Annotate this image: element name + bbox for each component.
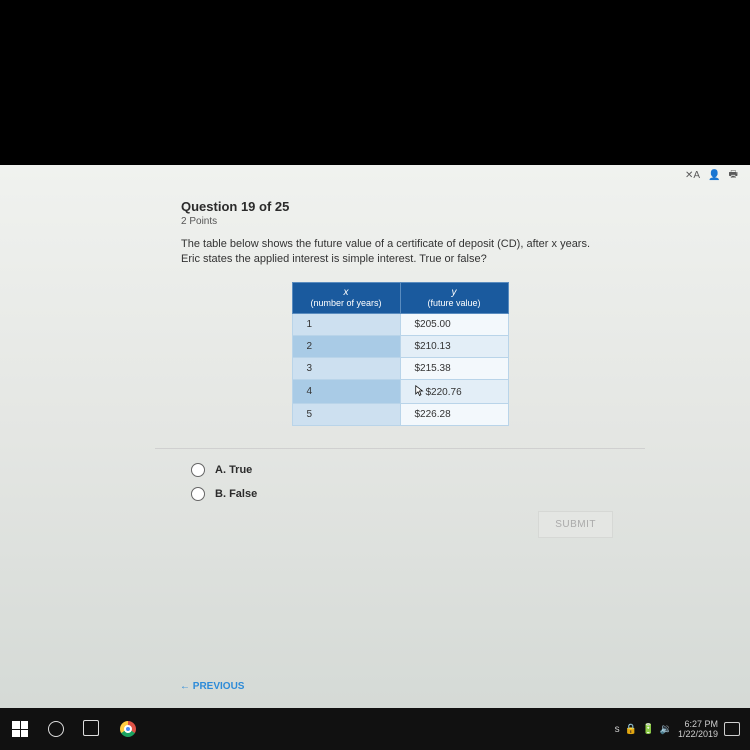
notifications-icon[interactable] (724, 722, 740, 736)
submit-button[interactable]: SUBMIT (538, 511, 613, 538)
question-points: 2 Points (181, 216, 619, 227)
data-table-wrap: x(number of years) y(future value) 1$205… (181, 282, 619, 426)
print-icon[interactable]: 🖶 (729, 167, 738, 184)
cursor-icon (415, 385, 424, 397)
table-cell: $226.28 (400, 403, 508, 425)
data-table: x(number of years) y(future value) 1$205… (292, 282, 509, 426)
clock[interactable]: 6:27 PM 1/22/2019 (678, 719, 718, 740)
option-b-text: False (229, 488, 257, 500)
table-cell: $220.76 (400, 379, 508, 403)
col-x-header: x(number of years) (292, 282, 400, 313)
task-view-icon[interactable] (78, 715, 106, 743)
answer-options: A. True B. False (191, 463, 619, 501)
text-size-icon[interactable]: ✕A (685, 170, 700, 181)
option-a-letter: A. (215, 464, 226, 476)
date: 1/22/2019 (678, 729, 718, 739)
table-cell: 5 (292, 403, 400, 425)
time: 6:27 PM (678, 719, 718, 729)
system-tray[interactable]: s 🔒 🔋 🔉 (615, 724, 672, 735)
tray-icon[interactable]: 🔒 (625, 724, 637, 735)
table-cell: 3 (292, 357, 400, 379)
quiz-panel: Question 19 of 25 2 Points The table bel… (155, 187, 645, 690)
table-cell: $205.00 (400, 313, 508, 335)
option-a-text: True (229, 464, 252, 476)
table-cell: 2 (292, 335, 400, 357)
profile-icon[interactable]: 👤 (708, 170, 720, 181)
taskbar: s 🔒 🔋 🔉 6:27 PM 1/22/2019 (0, 708, 750, 750)
table-cell: $215.38 (400, 357, 508, 379)
browser-top-controls: ✕A 👤 🖶 (681, 165, 742, 186)
col-y-header: y(future value) (400, 282, 508, 313)
cortana-icon[interactable] (42, 715, 70, 743)
question-title: Question 19 of 25 (181, 199, 619, 214)
previous-button[interactable]: ← PREVIOUS (180, 681, 244, 692)
volume-icon[interactable]: 🔉 (660, 724, 672, 735)
start-button[interactable] (6, 715, 34, 743)
table-cell: 4 (292, 379, 400, 403)
radio-icon[interactable] (191, 487, 205, 501)
option-a[interactable]: A. True (191, 463, 619, 477)
chrome-icon[interactable] (114, 715, 142, 743)
tray-icon[interactable]: 🔋 (642, 724, 654, 735)
divider (155, 448, 645, 449)
option-b-letter: B. (215, 488, 226, 500)
radio-icon[interactable] (191, 463, 205, 477)
table-cell: $210.13 (400, 335, 508, 357)
question-text: The table below shows the future value o… (181, 237, 601, 268)
tray-icon[interactable]: s (615, 724, 620, 735)
option-b[interactable]: B. False (191, 487, 619, 501)
table-cell: 1 (292, 313, 400, 335)
